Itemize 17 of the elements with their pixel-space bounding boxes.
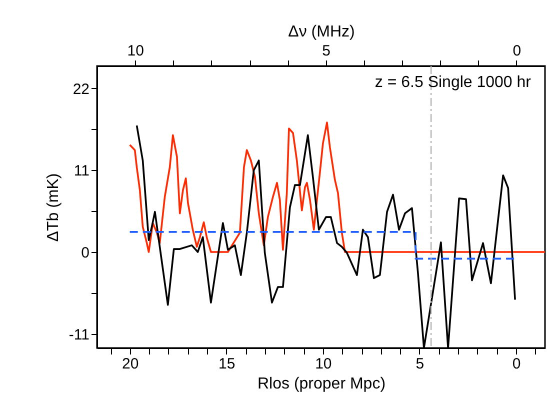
annotation: z = 6.5 Single 1000 hr — [374, 74, 532, 91]
line-series — [128, 122, 545, 253]
y-tick-label: 22 — [72, 80, 90, 98]
x-tick-label: 10 — [315, 356, 332, 372]
x-tick-label: 20 — [122, 356, 139, 372]
x-tick-label: 15 — [218, 356, 236, 372]
x-axis-title: Rlos (proper Mpc) — [257, 376, 386, 392]
y-axis-title: ΔTb (mK) — [44, 173, 62, 242]
x2-axis-title: Δν (MHz) — [288, 24, 355, 40]
y-tick-label: 11 — [74, 162, 90, 180]
y-tick-label: -11 — [68, 326, 90, 344]
y-tick-label: 0 — [81, 244, 90, 262]
x2-tick-label: 5 — [322, 42, 330, 60]
x-tick-label: 0 — [512, 356, 521, 372]
x2-tick-label: 10 — [127, 42, 144, 60]
x-tick-label: 5 — [416, 356, 424, 372]
x2-tick-label: 0 — [512, 42, 522, 60]
